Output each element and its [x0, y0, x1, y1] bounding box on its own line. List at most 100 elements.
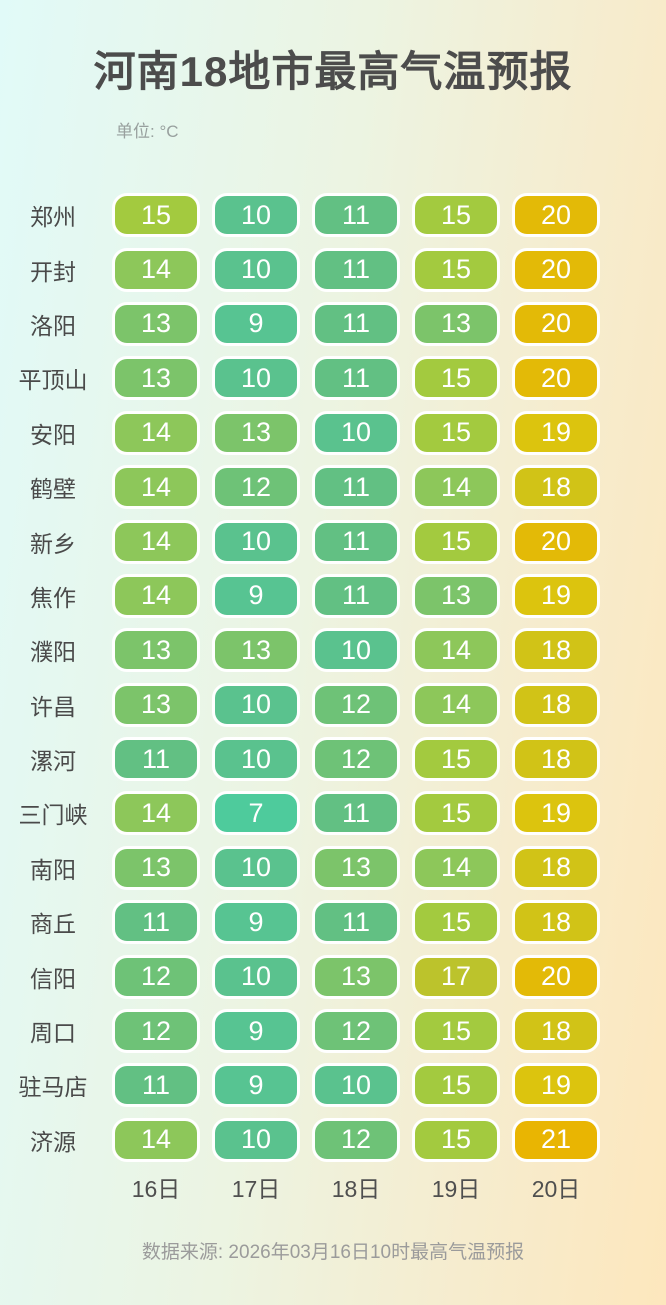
- page-title: 河南18地市最高气温预报: [93, 48, 573, 95]
- temperature-pill: 11: [312, 301, 400, 346]
- temperature-pill: 15: [412, 247, 500, 292]
- table-row: 鹤壁 14 12 11 14 18: [0, 460, 666, 514]
- temperature-pill: 20: [512, 247, 600, 292]
- city-label: 南阳: [30, 856, 76, 883]
- date-header: 16日: [131, 1176, 181, 1203]
- temperature-pill: 18: [512, 737, 600, 782]
- temperature-pill: 18: [512, 845, 600, 890]
- temperature-pill: 12: [312, 1117, 400, 1162]
- temperature-pill: 14: [112, 465, 200, 510]
- temperature-pill: 15: [112, 193, 200, 238]
- city-label: 济源: [30, 1128, 76, 1155]
- temperature-pill: 13: [112, 845, 200, 890]
- table-row: 漯河 11 10 12 15 18: [0, 732, 666, 786]
- table-row: 驻马店 11 9 10 15 19: [0, 1058, 666, 1112]
- temperature-pill: 13: [112, 301, 200, 346]
- city-label: 新乡: [30, 530, 76, 557]
- date-header-row: 16日 17日 18日 19日 20日: [0, 1169, 666, 1205]
- temperature-pill: 15: [412, 410, 500, 455]
- temperature-pill: 12: [312, 1009, 400, 1054]
- table-row: 济源 14 10 12 15 21: [0, 1113, 666, 1167]
- temperature-pill: 20: [512, 954, 600, 999]
- city-label: 信阳: [30, 965, 76, 992]
- date-header: 18日: [331, 1176, 381, 1203]
- table-row: 南阳 13 10 13 14 18: [0, 841, 666, 895]
- temperature-pill: 9: [212, 900, 300, 945]
- city-label: 焦作: [30, 584, 76, 611]
- temperature-pill: 11: [312, 465, 400, 510]
- table-row: 洛阳 13 9 11 13 20: [0, 297, 666, 351]
- temperature-pill: 18: [512, 900, 600, 945]
- temperature-table: 郑州 15 10 11 15 20 开封 14 10 11 15 20 洛阳 13 9 11 13 20 平顶山 13…: [0, 188, 666, 1167]
- temperature-pill: 20: [512, 356, 600, 401]
- city-label: 三门峡: [18, 802, 88, 829]
- temperature-pill: 9: [212, 1009, 300, 1054]
- unit-label: 单位: °C: [116, 122, 179, 141]
- temperature-pill: 19: [512, 410, 600, 455]
- table-row: 安阳 14 13 10 15 19: [0, 406, 666, 460]
- temperature-pill: 11: [112, 900, 200, 945]
- temperature-pill: 14: [112, 573, 200, 618]
- table-row: 信阳 12 10 13 17 20: [0, 949, 666, 1003]
- city-label: 商丘: [30, 911, 76, 938]
- temperature-pill: 15: [412, 193, 500, 238]
- temperature-pill: 18: [512, 682, 600, 727]
- temperature-pill: 11: [312, 791, 400, 836]
- city-label: 鹤壁: [30, 476, 76, 503]
- temperature-pill: 10: [212, 954, 300, 999]
- temperature-pill: 15: [412, 1117, 500, 1162]
- temperature-pill: 19: [512, 1063, 600, 1108]
- temperature-pill: 10: [312, 1063, 400, 1108]
- temperature-pill: 10: [312, 410, 400, 455]
- table-row: 郑州 15 10 11 15 20: [0, 188, 666, 242]
- temperature-pill: 18: [512, 465, 600, 510]
- city-label: 开封: [30, 258, 76, 285]
- city-label: 平顶山: [18, 367, 88, 394]
- temperature-pill: 12: [212, 465, 300, 510]
- temperature-pill: 15: [412, 737, 500, 782]
- temperature-pill: 13: [112, 628, 200, 673]
- temperature-pill: 20: [512, 193, 600, 238]
- temperature-pill: 14: [112, 247, 200, 292]
- temperature-pill: 11: [112, 737, 200, 782]
- temperature-pill: 11: [312, 356, 400, 401]
- city-label: 濮阳: [30, 639, 76, 666]
- table-row: 平顶山 13 10 11 15 20: [0, 351, 666, 405]
- temperature-pill: 18: [512, 1009, 600, 1054]
- date-header: 20日: [531, 1176, 581, 1203]
- temperature-pill: 12: [312, 737, 400, 782]
- temperature-pill: 11: [312, 900, 400, 945]
- temperature-pill: 9: [212, 301, 300, 346]
- temperature-pill: 13: [112, 682, 200, 727]
- temperature-pill: 10: [212, 737, 300, 782]
- temperature-pill: 21: [512, 1117, 600, 1162]
- temperature-pill: 11: [312, 519, 400, 564]
- temperature-pill: 10: [312, 628, 400, 673]
- temperature-pill: 15: [412, 791, 500, 836]
- date-header: 17日: [231, 1176, 281, 1203]
- city-label: 洛阳: [30, 312, 76, 339]
- temperature-pill: 13: [112, 356, 200, 401]
- temperature-pill: 14: [112, 1117, 200, 1162]
- date-header: 19日: [431, 1176, 481, 1203]
- temperature-pill: 17: [412, 954, 500, 999]
- temperature-pill: 20: [512, 301, 600, 346]
- temperature-pill: 10: [212, 682, 300, 727]
- temperature-pill: 13: [312, 845, 400, 890]
- temperature-pill: 15: [412, 356, 500, 401]
- temperature-pill: 9: [212, 573, 300, 618]
- temperature-pill: 15: [412, 519, 500, 564]
- table-row: 开封 14 10 11 15 20: [0, 242, 666, 296]
- temperature-pill: 10: [212, 1117, 300, 1162]
- temperature-pill: 11: [312, 193, 400, 238]
- temperature-pill: 11: [312, 573, 400, 618]
- temperature-pill: 10: [212, 519, 300, 564]
- temperature-pill: 14: [412, 845, 500, 890]
- temperature-pill: 18: [512, 628, 600, 673]
- table-row: 三门峡 14 7 11 15 19: [0, 786, 666, 840]
- city-label: 周口: [30, 1020, 76, 1047]
- temperature-pill: 10: [212, 247, 300, 292]
- temperature-pill: 15: [412, 1009, 500, 1054]
- city-label: 许昌: [30, 693, 76, 720]
